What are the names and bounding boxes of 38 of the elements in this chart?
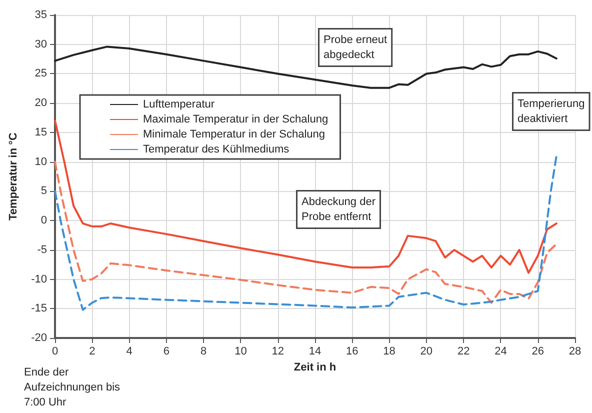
legend-label: Minimale Temperatur in der Schalung [143,128,325,140]
x-tick-label: 22 [457,346,470,358]
x-tick-label: 6 [163,346,170,358]
x-tick-label: 10 [234,346,247,358]
y-tick-label: -10 [31,273,47,286]
text: Ende der Aufzeichnungen bis 7:00 Uhr [24,366,121,408]
x-tick-label: 8 [200,346,207,358]
x-tick-label: 28 [568,346,582,358]
y-tick-label: -20 [31,332,47,344]
line-series [54,46,558,89]
y-axis-title: Temperatur in °C [8,132,20,220]
x-tick-label: 0 [52,346,58,358]
annotation: Probe erneut abgedeckt [324,34,388,61]
y-tick-label: 30 [34,38,47,50]
x-tick-label: 18 [383,346,396,358]
legend-label: Temperatur des Kühlmediums [143,144,290,156]
x-tick-label: 4 [126,346,132,358]
y-tick-label: 35 [34,9,47,21]
y-tick-label: 25 [34,68,47,80]
y-tick-label: 0 [40,214,47,227]
legend-label: Maximale Temperatur in der Schalung [143,114,328,126]
x-tick-label: 20 [420,346,433,358]
x-tick-label: 16 [346,346,358,358]
x-tick-label: 12 [272,346,284,358]
legend-label: Lufttemperatur [143,98,215,110]
annotation: Temperierung deaktiviert [518,98,585,125]
x-tick-label: 24 [494,346,507,358]
y-tick-label: -5 [37,244,47,256]
y-tick-label: 10 [34,156,47,168]
x-tick-label: 14 [308,346,322,358]
x-tick-label: 26 [532,346,544,358]
x-axis-title: Zeit in h [294,362,336,374]
y-tick-label: -15 [31,302,47,315]
annotation: Abdeckung der Probe entfernt [302,196,376,223]
y-tick-label: 5 [40,185,47,198]
x-tick-label: 2 [89,346,96,358]
y-tick-label: 15 [34,126,47,138]
y-tick-label: 20 [34,97,47,110]
